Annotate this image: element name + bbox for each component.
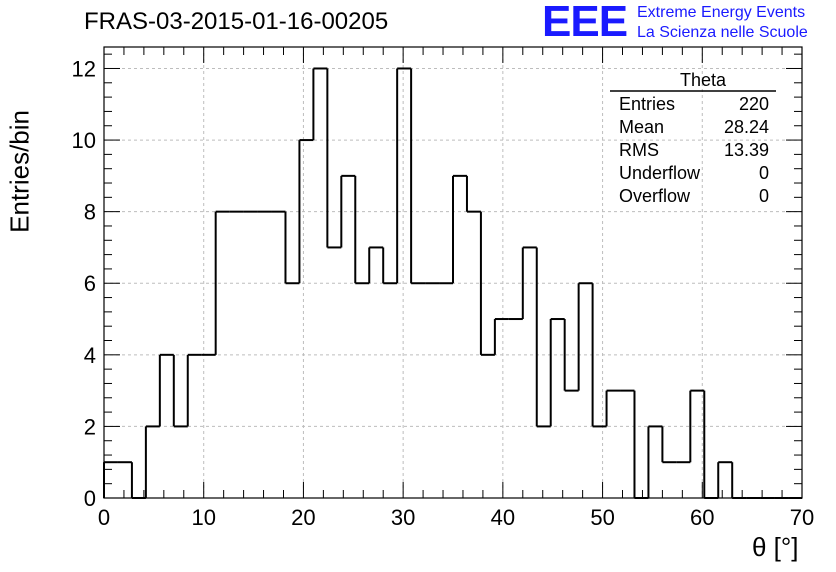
x-tick-label: 20 (291, 505, 315, 530)
y-tick-label: 12 (72, 56, 96, 81)
x-tick-label: 60 (690, 505, 714, 530)
x-tick-label: 50 (590, 505, 614, 530)
stats-title: Theta (680, 70, 727, 90)
plot-frame (103, 46, 803, 499)
stats-label: Underflow (619, 163, 701, 183)
x-tick-label: 30 (391, 505, 415, 530)
x-tick-label: 0 (98, 505, 110, 530)
stats-label: RMS (619, 140, 659, 160)
stats-label: Overflow (619, 186, 691, 206)
y-tick-label: 8 (84, 200, 96, 225)
y-tick-label: 0 (84, 486, 96, 511)
x-tick-label: 10 (191, 505, 215, 530)
y-tick-label: 4 (84, 343, 96, 368)
y-axis-label: Entries/bin (4, 110, 35, 233)
y-tick-label: 6 (84, 271, 96, 296)
x-tick-label: 70 (790, 505, 814, 530)
x-tick-label: 40 (491, 505, 515, 530)
stats-value: 0 (759, 163, 769, 183)
logo-line-2: La Scienza nelle Scuole (637, 24, 808, 41)
stats-label: Mean (619, 117, 664, 137)
stats-value: 13.39 (724, 140, 769, 160)
stats-label: Entries (619, 94, 675, 114)
eee-logo: EEE (542, 0, 628, 46)
stats-value: 220 (739, 94, 769, 114)
plot-border (103, 46, 803, 499)
y-tick-label: 10 (72, 128, 96, 153)
axis-tick-labels: 0 10 20 30 40 50 60 70 0 2 4 6 8 10 12 (72, 56, 815, 530)
stats-value: 28.24 (724, 117, 769, 137)
logo-line-1: Extreme Energy Events (637, 4, 806, 21)
x-axis-label: θ [°] (752, 532, 799, 562)
chart-title: FRAS-03-2015-01-16-00205 (84, 8, 389, 35)
y-tick-label: 2 (84, 414, 96, 439)
stats-value: 0 (759, 186, 769, 206)
axis-ticks (103, 47, 803, 499)
